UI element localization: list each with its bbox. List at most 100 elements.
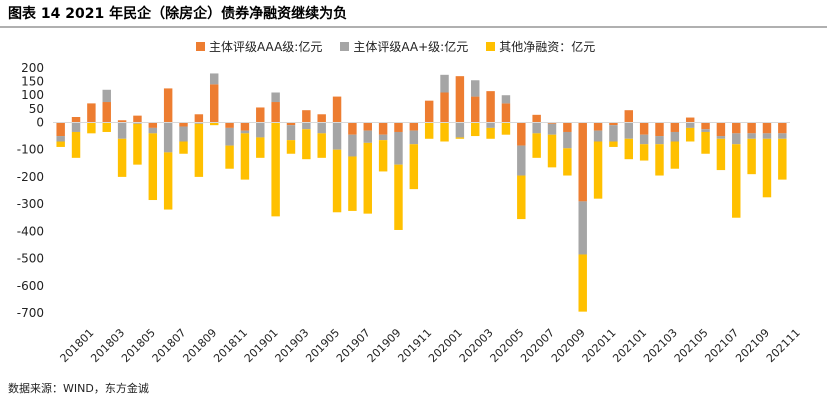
bar-segment-aa_plus: [286, 125, 296, 141]
y-tick-label: -400: [17, 224, 44, 238]
bar-segment-aa_plus: [271, 92, 280, 103]
bar-segment-other: [701, 131, 710, 154]
bar-segment-aa_plus: [655, 136, 664, 145]
bar-segment-aaa: [102, 102, 111, 123]
bar-segment-aaa: [486, 91, 495, 123]
bar-segment-aa_plus: [256, 122, 265, 138]
bar-segment-other: [256, 137, 265, 158]
bar-segment-other: [747, 138, 756, 175]
bar-segment-other: [348, 156, 357, 211]
bar-segment-aa_plus: [194, 122, 204, 124]
legend-swatch-aa-plus: [340, 42, 350, 51]
bar-segment-other: [578, 254, 587, 312]
bar-segment-other: [148, 133, 158, 201]
bar-segment-aa_plus: [148, 127, 158, 134]
bar-segment-aaa: [655, 122, 664, 137]
bar-segment-other: [163, 152, 173, 210]
bar-segment-other: [394, 164, 403, 230]
bar-segment-other: [302, 129, 311, 160]
bar-segment-aaa: [701, 122, 710, 130]
legend-swatch-aaa: [196, 42, 205, 51]
y-tick-label: 200: [21, 61, 44, 75]
bar-segment-aa_plus: [578, 201, 587, 255]
bar-segment-other: [71, 131, 81, 158]
bar-segment-aaa: [179, 122, 188, 127]
bar-segment-aa_plus: [778, 133, 787, 139]
bar-segment-aaa: [378, 122, 388, 135]
bar-segment-aaa: [517, 122, 526, 146]
bar-segment-aa_plus: [501, 95, 511, 104]
data-source-note: 数据来源：WIND，东方金诚: [8, 382, 149, 395]
bar-segment-aa_plus: [56, 136, 65, 142]
bar-segment-aa_plus: [348, 134, 357, 157]
bar-segment-aa_plus: [762, 133, 772, 139]
bar-segment-aaa: [624, 110, 634, 123]
legend-item-aaa: 主体评级AAA级:亿元: [196, 38, 322, 55]
bar-segment-aa_plus: [747, 133, 756, 139]
bar-segment-aaa: [209, 84, 219, 123]
bar-segment-aaa: [732, 122, 741, 134]
y-tick-label: 50: [29, 102, 44, 116]
bar-segment-aa_plus: [685, 122, 695, 128]
bar-segment-aaa: [148, 122, 158, 128]
y-tick-label: -200: [17, 170, 44, 184]
bar-segment-aa_plus: [302, 122, 311, 130]
bar-segment-aaa: [747, 122, 756, 134]
bar-segment-aa_plus: [102, 89, 111, 103]
bar-segment-other: [517, 175, 526, 220]
bar-segment-aa_plus: [716, 136, 726, 139]
bar-segment-aa_plus: [394, 131, 403, 165]
bar-segment-aa_plus: [163, 122, 173, 153]
bar-segment-other: [609, 141, 618, 147]
bar-segment-other: [471, 122, 480, 137]
bar-segment-aaa: [409, 122, 419, 131]
y-tick-label: -600: [17, 279, 44, 293]
bar-segment-aaa: [117, 120, 127, 123]
bar-segment-other: [778, 138, 787, 180]
x-tick-label: 202111: [764, 326, 803, 365]
bar-segment-aaa: [685, 117, 695, 123]
bar-segment-aa_plus: [363, 130, 372, 143]
bar-segment-aaa: [163, 88, 173, 123]
bar-segment-aa_plus: [547, 123, 557, 135]
bar-segment-other: [133, 123, 142, 165]
bar-segment-other: [409, 144, 419, 190]
bar-segment-aaa: [225, 122, 234, 128]
bar-segment-aaa: [394, 122, 403, 132]
y-tick-label: 0: [36, 115, 44, 129]
bar-segment-aaa: [563, 122, 572, 132]
legend-label-aa-plus: 主体评级AA+级:亿元: [353, 40, 469, 54]
bar-segment-aa_plus: [517, 145, 526, 176]
bar-segment-aa_plus: [225, 127, 234, 146]
bar-segment-aa_plus: [471, 80, 480, 97]
bar-segment-other: [455, 137, 465, 139]
bar-segment-other: [670, 141, 680, 169]
title-divider: [0, 26, 827, 28]
bar-segment-other: [424, 122, 434, 139]
bar-segment-aa_plus: [670, 131, 680, 142]
bar-segment-aa_plus: [732, 133, 741, 145]
bar-segment-aa_plus: [209, 73, 219, 85]
bar-segment-other: [317, 133, 326, 158]
bar-segment-aa_plus: [609, 125, 618, 142]
bar-segment-other: [732, 144, 741, 218]
bar-segment-aaa: [363, 122, 372, 131]
bar-segment-other: [363, 142, 372, 214]
bar-segment-aaa: [440, 92, 449, 123]
bar-segment-other: [240, 133, 250, 180]
bar-segment-aaa: [133, 115, 142, 123]
bar-segment-aaa: [455, 76, 465, 123]
bar-segment-aa_plus: [639, 134, 649, 145]
y-tick-label: -500: [17, 252, 44, 266]
bar-segment-other: [286, 140, 296, 154]
bar-segment-other: [332, 149, 342, 213]
bar-segment-other: [716, 138, 726, 171]
legend-swatch-other: [486, 42, 496, 51]
bar-segment-other: [624, 138, 634, 160]
legend-label-aaa: 主体评级AAA级:亿元: [209, 40, 323, 54]
bar-segment-other: [762, 138, 772, 198]
bar-segment-aaa: [547, 122, 557, 124]
bar-segment-aa_plus: [117, 122, 127, 139]
bar-segment-aa_plus: [317, 122, 326, 134]
bar-segment-aa_plus: [179, 126, 188, 142]
